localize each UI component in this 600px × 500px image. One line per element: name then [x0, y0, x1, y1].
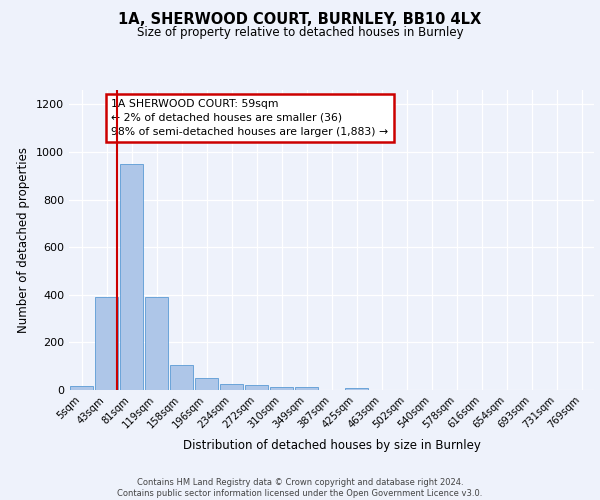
Bar — [170, 365, 193, 390]
Text: Contains HM Land Registry data © Crown copyright and database right 2024.
Contai: Contains HM Land Registry data © Crown c… — [118, 478, 482, 498]
Bar — [145, 297, 169, 390]
Bar — [245, 385, 268, 390]
Bar — [344, 388, 368, 390]
Bar — [95, 297, 118, 390]
Bar — [119, 164, 143, 390]
Bar — [295, 387, 319, 390]
X-axis label: Distribution of detached houses by size in Burnley: Distribution of detached houses by size … — [182, 439, 481, 452]
Bar — [269, 387, 293, 390]
Text: Size of property relative to detached houses in Burnley: Size of property relative to detached ho… — [137, 26, 463, 39]
Text: 1A, SHERWOOD COURT, BURNLEY, BB10 4LX: 1A, SHERWOOD COURT, BURNLEY, BB10 4LX — [118, 12, 482, 28]
Bar — [220, 384, 244, 390]
Bar — [194, 378, 218, 390]
Y-axis label: Number of detached properties: Number of detached properties — [17, 147, 31, 333]
Bar — [70, 386, 94, 390]
Text: 1A SHERWOOD COURT: 59sqm
← 2% of detached houses are smaller (36)
98% of semi-de: 1A SHERWOOD COURT: 59sqm ← 2% of detache… — [111, 99, 388, 137]
